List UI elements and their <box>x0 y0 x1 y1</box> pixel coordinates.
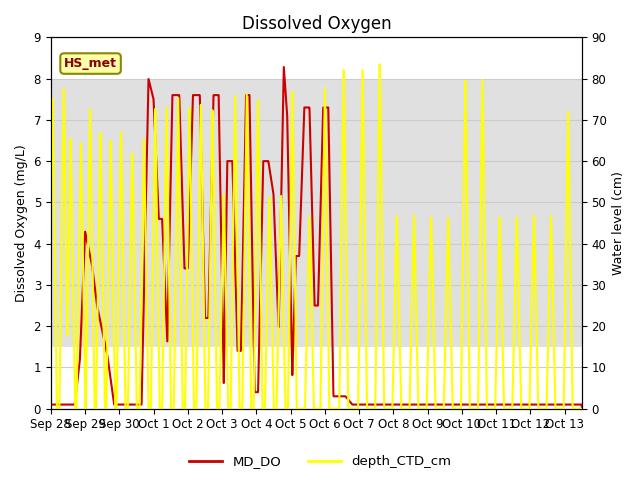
Bar <box>51 79 582 347</box>
Legend: MD_DO, depth_CTD_cm: MD_DO, depth_CTD_cm <box>184 450 456 473</box>
Y-axis label: Dissolved Oxygen (mg/L): Dissolved Oxygen (mg/L) <box>15 144 28 302</box>
Title: Dissolved Oxygen: Dissolved Oxygen <box>241 15 391 33</box>
Y-axis label: Water level (cm): Water level (cm) <box>612 171 625 275</box>
Text: HS_met: HS_met <box>64 57 117 70</box>
